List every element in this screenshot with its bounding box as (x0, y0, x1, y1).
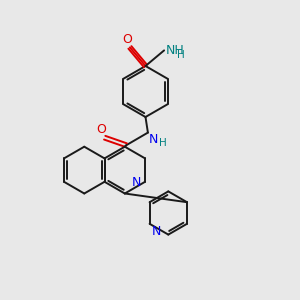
Text: N: N (131, 176, 141, 189)
Text: N: N (152, 225, 161, 238)
Text: N: N (149, 133, 158, 146)
Text: H: H (177, 50, 184, 60)
Text: O: O (123, 33, 132, 46)
Text: H: H (159, 138, 167, 148)
Text: NH: NH (165, 44, 184, 57)
Text: O: O (96, 123, 106, 136)
